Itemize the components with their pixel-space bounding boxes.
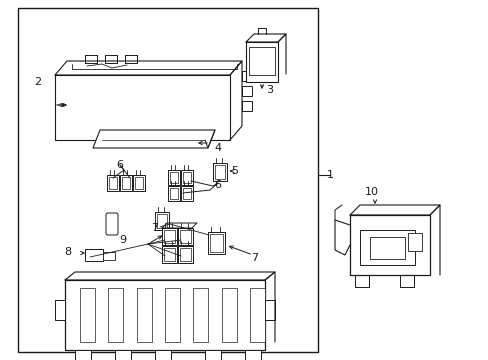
Bar (183, 172, 191, 183)
Bar (264, 300, 274, 320)
Bar (55, 75, 229, 140)
Text: 5: 5 (231, 166, 238, 176)
Text: 3: 3 (266, 85, 273, 95)
Bar (162, 246, 177, 263)
Bar (245, 42, 278, 82)
Bar (178, 228, 193, 245)
Bar (193, 288, 208, 342)
Bar (168, 186, 180, 201)
Bar (103, 252, 115, 260)
Text: 1: 1 (326, 170, 333, 180)
Bar (157, 214, 167, 228)
Text: 7: 7 (251, 253, 258, 263)
Bar (122, 177, 130, 189)
Bar (359, 230, 414, 265)
Bar (75, 350, 91, 360)
Bar (181, 186, 193, 201)
Text: 9: 9 (119, 235, 126, 245)
Polygon shape (93, 130, 215, 148)
Bar (136, 288, 151, 342)
Bar (18, 8, 317, 352)
Bar (207, 232, 224, 254)
Bar (180, 248, 191, 261)
Bar (180, 230, 191, 243)
Bar (164, 288, 180, 342)
Text: 4: 4 (214, 143, 221, 153)
Bar (204, 350, 221, 360)
Bar (242, 86, 251, 96)
Bar (178, 246, 193, 263)
Bar (170, 172, 178, 183)
Bar (183, 188, 191, 199)
Bar (162, 228, 177, 245)
Bar (221, 288, 236, 342)
Bar (181, 170, 193, 185)
Text: 8: 8 (64, 247, 71, 257)
Bar (249, 288, 264, 342)
Bar (107, 175, 119, 191)
Bar (155, 350, 171, 360)
Text: 2: 2 (34, 77, 41, 87)
Bar (109, 177, 117, 189)
Bar (135, 177, 142, 189)
Bar (155, 212, 169, 230)
Bar (170, 188, 178, 199)
Text: 7: 7 (151, 223, 158, 233)
FancyBboxPatch shape (106, 213, 118, 235)
Bar (248, 47, 274, 75)
Bar (168, 170, 180, 185)
Bar (163, 230, 175, 243)
Text: 6: 6 (214, 180, 221, 190)
Bar (242, 71, 251, 81)
Bar (209, 234, 223, 252)
Bar (213, 163, 226, 181)
Bar (215, 165, 224, 179)
Bar (244, 350, 261, 360)
Text: 10: 10 (364, 187, 378, 197)
Bar (133, 175, 145, 191)
Bar (163, 248, 175, 261)
Bar (120, 175, 132, 191)
Text: 6: 6 (116, 160, 123, 170)
Bar (242, 101, 251, 111)
Bar (407, 233, 421, 251)
Bar (85, 249, 103, 261)
Bar (115, 350, 131, 360)
Bar (65, 280, 264, 350)
Bar (80, 288, 95, 342)
Bar (55, 300, 65, 320)
Bar (369, 237, 404, 259)
Bar (108, 288, 123, 342)
